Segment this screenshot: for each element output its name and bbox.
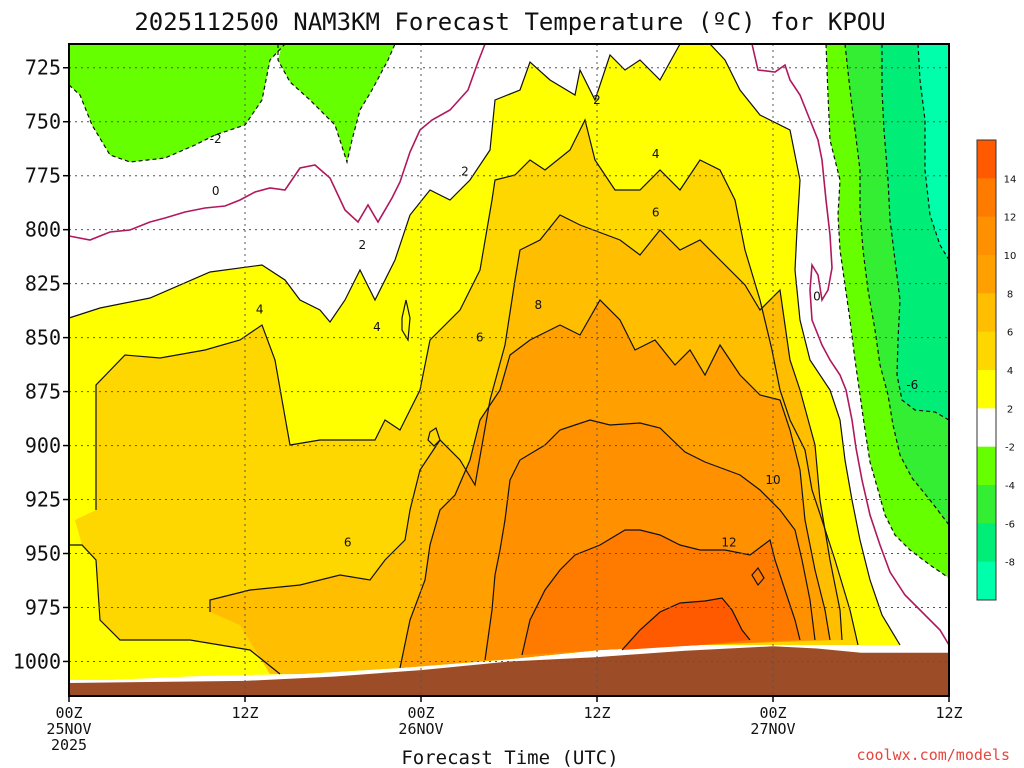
x-tick-label: 00Z bbox=[55, 704, 82, 722]
contour-4-lower-left bbox=[69, 544, 281, 675]
credit-text: coolwx.com/models bbox=[856, 746, 1010, 764]
x-tick-label: 00Z bbox=[759, 704, 786, 722]
y-tick-label: 850 bbox=[25, 326, 61, 350]
contour-label: -6 bbox=[906, 378, 918, 392]
y-tick-label: 925 bbox=[25, 488, 61, 512]
y-tick-label: 1000 bbox=[13, 649, 61, 673]
contour-labels: -2 0 2 4 4 6 2 6 8 2 4 6 10 12 0 -6 bbox=[210, 93, 919, 550]
colorbar-label: 8 bbox=[1007, 289, 1013, 300]
colorbar-label: 14 bbox=[1004, 174, 1017, 185]
contour-12 bbox=[521, 529, 801, 656]
colorbar-label: 2 bbox=[1007, 404, 1013, 415]
contour-label: 4 bbox=[373, 320, 381, 334]
contour-label: 8 bbox=[535, 298, 543, 312]
contour-label: 2 bbox=[461, 164, 469, 178]
colorbar-label: -8 bbox=[1005, 558, 1015, 569]
colorbar-bin bbox=[977, 561, 996, 601]
colorbar-label: 6 bbox=[1007, 328, 1013, 339]
contour-neg6-right bbox=[881, 44, 950, 421]
colorbar-bin bbox=[977, 408, 996, 448]
contour-10 bbox=[484, 419, 816, 661]
y-tick-label: 900 bbox=[25, 434, 61, 458]
colorbar-bin bbox=[977, 178, 996, 218]
x-axis-title: Forecast Time (UTC) bbox=[401, 747, 618, 768]
chart-title: 2025112500 NAM3KM Forecast Temperature (… bbox=[134, 8, 885, 36]
colorbar-border bbox=[976, 139, 997, 601]
contour-6-inner-loop bbox=[427, 427, 441, 447]
contour-label: 6 bbox=[652, 205, 660, 219]
y-tick-label: 800 bbox=[25, 218, 61, 242]
contour-14 bbox=[621, 597, 751, 651]
colorbar-bin bbox=[977, 485, 996, 524]
y-tick-label: 975 bbox=[25, 595, 61, 619]
colorbar: 14 12 10 8 6 4 2 -2 -4 -6 -8 bbox=[976, 139, 1017, 601]
contour-label: 2 bbox=[593, 93, 601, 107]
plot-border bbox=[68, 43, 950, 697]
y-tick-label: 950 bbox=[25, 542, 61, 566]
x-tick-label: 12Z bbox=[231, 704, 258, 722]
y-axis: 725 750 775 800 825 850 875 900 925 950 975 1000 bbox=[13, 56, 69, 673]
colorbar-bin bbox=[977, 140, 996, 179]
colorbar-label: -4 bbox=[1005, 481, 1015, 492]
contour-label: -2 bbox=[210, 132, 222, 146]
contour-neg4-right bbox=[844, 43, 950, 526]
plot-area: -2 0 2 4 4 6 2 6 8 2 4 6 10 12 0 -6 bbox=[68, 43, 950, 697]
contour-8 bbox=[399, 299, 831, 669]
contour-0-right bbox=[751, 43, 950, 646]
colorbar-label: -6 bbox=[1005, 519, 1015, 530]
colorbar-bin bbox=[977, 216, 996, 256]
contour-label: 4 bbox=[652, 147, 660, 161]
x-tick-year: 2025 bbox=[51, 736, 87, 754]
colorbar-label: 10 bbox=[1004, 251, 1017, 262]
contour-4-inner-loop bbox=[401, 299, 411, 342]
grid-lines bbox=[69, 44, 949, 696]
colorbar-bin bbox=[977, 523, 996, 563]
x-tick-label: 12Z bbox=[935, 704, 962, 722]
colorbar-label: -2 bbox=[1005, 443, 1015, 454]
contour-0-left bbox=[68, 43, 486, 241]
colorbar-bin bbox=[977, 331, 996, 371]
y-tick-label: 750 bbox=[25, 110, 61, 134]
y-tick-label: 725 bbox=[25, 56, 61, 80]
colorbar-bin bbox=[977, 370, 996, 409]
colorbar-label: 4 bbox=[1007, 366, 1013, 377]
x-tick-date: 25NOV bbox=[46, 720, 91, 738]
contour-label: 2 bbox=[359, 238, 367, 252]
freezing-contours bbox=[68, 43, 950, 646]
contour-label: 0 bbox=[212, 184, 220, 198]
contour-label: 6 bbox=[344, 536, 352, 550]
contour-label: 12 bbox=[721, 536, 736, 550]
terrain-fill bbox=[69, 646, 949, 696]
contour-label: 10 bbox=[765, 473, 780, 487]
y-tick-label: 875 bbox=[25, 380, 61, 404]
fill-neg2-to-neg4-topleft bbox=[69, 44, 285, 162]
contour-neg2-right bbox=[825, 43, 950, 579]
contour-label: 4 bbox=[256, 303, 264, 317]
x-tick-date: 27NOV bbox=[750, 720, 795, 738]
colorbar-bin bbox=[977, 293, 996, 333]
colorbar-bin bbox=[977, 255, 996, 294]
contour-neg2-topleft bbox=[68, 43, 286, 163]
fill-neg8-to-neg10-right bbox=[918, 44, 949, 260]
contour-label: 0 bbox=[813, 290, 821, 304]
contour-6 bbox=[209, 214, 843, 641]
x-tick-date: 26NOV bbox=[398, 720, 443, 738]
fill-neg2-to-neg4-topmid bbox=[278, 44, 395, 162]
x-tick-label: 12Z bbox=[583, 704, 610, 722]
y-tick-label: 775 bbox=[25, 164, 61, 188]
contour-4 bbox=[95, 118, 859, 646]
x-tick-label: 00Z bbox=[407, 704, 434, 722]
fill-14-to-16 bbox=[622, 598, 750, 650]
contour-label: 6 bbox=[476, 331, 484, 345]
contour-neg8-right bbox=[917, 43, 950, 261]
y-tick-label: 825 bbox=[25, 272, 61, 296]
contour-12-inner-loop bbox=[751, 566, 765, 587]
colorbar-bin bbox=[977, 446, 996, 486]
colorbar-label: 12 bbox=[1004, 213, 1017, 224]
contour-neg2-topmid bbox=[277, 43, 396, 165]
